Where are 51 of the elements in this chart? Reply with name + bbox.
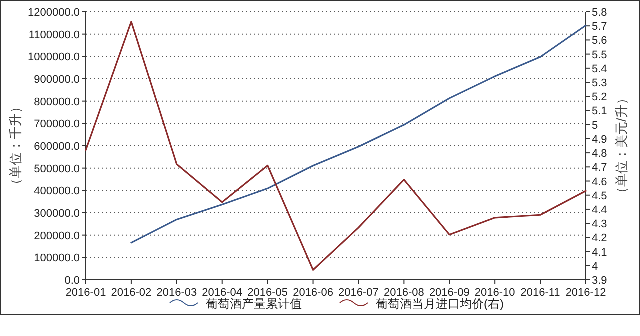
y-tick-label: 300000.0 <box>34 208 80 220</box>
legend-label: 葡萄酒当月进口均价(右) <box>376 297 504 311</box>
y-tick-label: 1100000.0 <box>28 29 80 42</box>
y-tick-label: 1200000.0 <box>28 7 80 19</box>
y2-tick-label: 5.2 <box>592 92 608 104</box>
y2-tick-label: 5.5 <box>592 49 608 62</box>
y2-tick-label: 5 <box>592 120 598 132</box>
x-tick-label: 2016-09 <box>429 287 470 299</box>
legend-label: 葡萄酒产量累计值 <box>206 297 302 311</box>
x-tick-label: 2016-12 <box>566 287 606 299</box>
x-tick-label: 2016-07 <box>338 287 379 299</box>
x-tick-label: 2016-01 <box>66 287 106 299</box>
y2-tick-label: 5.7 <box>592 21 608 34</box>
x-tick-label: 2016-11 <box>520 287 560 299</box>
x-tick-label: 2016-03 <box>156 287 198 299</box>
y-tick-label: 900000.0 <box>34 74 80 86</box>
y-tick-label: 100000.0 <box>34 252 80 265</box>
y2-tick-label: 4.5 <box>592 190 608 202</box>
y2-tick-label: 5.6 <box>592 35 608 48</box>
line-series <box>130 24 587 244</box>
y-tick-label: 0.0 <box>64 275 80 287</box>
x-tick-label: 2016-06 <box>293 287 334 299</box>
line-series <box>85 21 587 271</box>
y-tick-label: 700000.0 <box>34 118 80 131</box>
y-tick-label: 1000000.0 <box>28 52 80 64</box>
x-tick-label: 2016-10 <box>474 287 516 299</box>
y2-tick-label: 4.2 <box>592 232 608 245</box>
x-tick-label: 2016-04 <box>202 287 243 299</box>
y2-tick-label: 4.7 <box>592 162 608 174</box>
y-axis-title: （单位：千升） <box>8 100 23 192</box>
y2-tick-label: 4.6 <box>592 176 608 188</box>
y2-tick-label: 5.3 <box>592 78 608 90</box>
y2-tick-label: 5.1 <box>592 106 608 118</box>
y2-tick-label: 3.9 <box>592 275 608 287</box>
x-tick-label: 2016-08 <box>384 287 424 299</box>
y2-tick-label: 5.8 <box>592 7 608 19</box>
y2-tick-label: 4.4 <box>592 204 608 216</box>
y2-tick-label: 4 <box>592 260 598 273</box>
y-tick-label: 800000.0 <box>34 96 80 108</box>
x-tick-label: 2016-05 <box>248 287 288 299</box>
y2-tick-label: 4.9 <box>592 134 608 146</box>
y-tick-label: 200000.0 <box>34 230 80 242</box>
y-tick-label: 400000.0 <box>34 186 80 198</box>
y2-axis-title: （单位：美元/升） <box>614 92 629 200</box>
y2-tick-label: 4.8 <box>592 148 608 160</box>
y2-tick-label: 4.1 <box>592 246 608 259</box>
x-tick-label: 2016-02 <box>111 287 152 299</box>
y2-tick-label: 4.3 <box>592 218 608 231</box>
y-tick-label: 500000.0 <box>34 163 80 176</box>
y-tick-label: 600000.0 <box>34 141 80 153</box>
y2-tick-label: 5.4 <box>592 63 608 76</box>
